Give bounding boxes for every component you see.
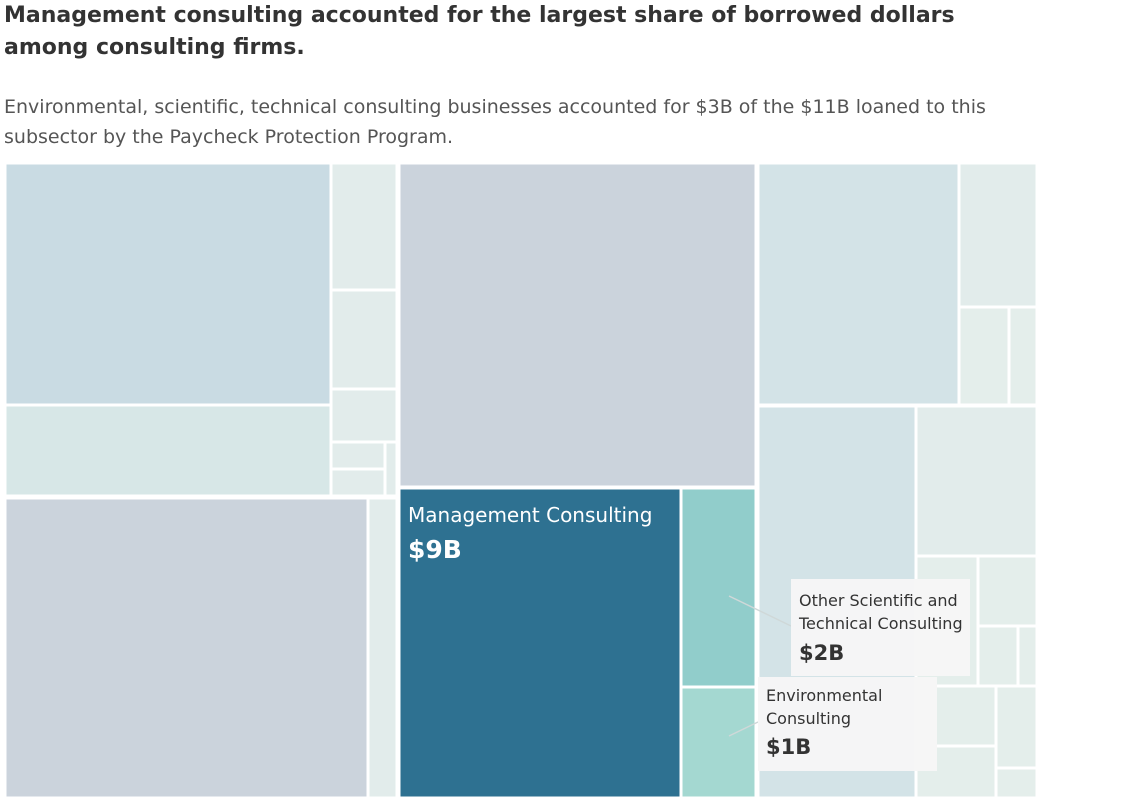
other-scientific-label-line1: Other Scientific and (799, 591, 958, 610)
treemap-svg: Management Consulting $9B Other Scientif… (3, 161, 1039, 800)
treemap-tile (329, 440, 387, 471)
callout-leader-line (728, 595, 792, 627)
treemap-tile (397, 161, 758, 489)
chart-subtitle: Environmental, scientific, technical con… (4, 96, 986, 148)
environmental-callout (758, 677, 937, 771)
treemap-tile (976, 554, 1039, 628)
treemap-tile (994, 684, 1039, 770)
other-scientific-label-line2: Technical Consulting (798, 614, 963, 633)
treemap-tile (957, 161, 1039, 309)
callout-leader-line (728, 721, 759, 737)
treemap-tile (366, 496, 399, 800)
treemap-tile (3, 403, 333, 498)
other-scientific-technical-tile (679, 486, 758, 689)
environmental-label-line2: Consulting (766, 709, 851, 728)
treemap-tile (3, 161, 333, 407)
treemap-chart: Management Consulting $9B Other Scientif… (0, 160, 1040, 800)
treemap-tile (1007, 305, 1039, 407)
treemap-tile (1016, 624, 1039, 688)
treemap-tile (383, 440, 399, 498)
treemap-tile (756, 161, 961, 407)
management-consulting-tile (397, 486, 683, 800)
chart-title: Management consulting accounted for the … (4, 3, 955, 60)
treemap-tile (329, 387, 399, 444)
treemap-tile (329, 288, 399, 391)
environmental-label-line1: Environmental (766, 686, 882, 705)
management-consulting-value: $9B (408, 535, 462, 564)
treemap-tile (329, 161, 399, 292)
treemap-tile (3, 496, 370, 800)
treemap-tile (914, 404, 1039, 558)
management-consulting-label: Management Consulting (408, 503, 652, 527)
treemap-tile (976, 624, 1020, 688)
other-scientific-callout (791, 579, 970, 676)
other-scientific-value: $2B (799, 641, 844, 665)
environmental-value: $1B (766, 735, 811, 759)
treemap-tile (329, 467, 387, 498)
environmental-consulting-tile (679, 685, 758, 800)
treemap-tile (994, 766, 1039, 800)
treemap-tile (957, 305, 1011, 407)
